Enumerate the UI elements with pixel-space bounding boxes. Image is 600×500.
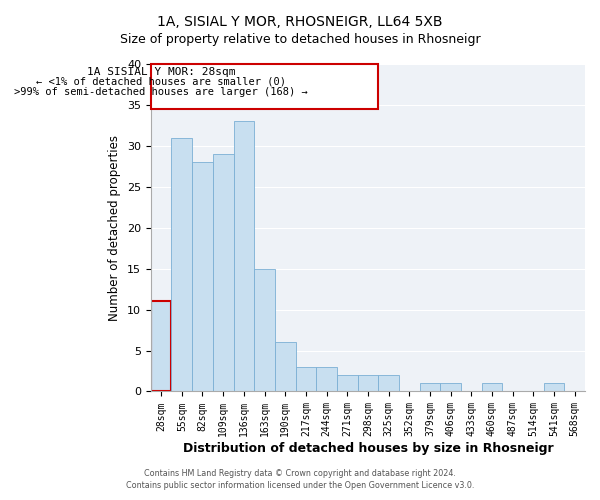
- Bar: [233, 122, 254, 392]
- Bar: [544, 384, 565, 392]
- Bar: [419, 384, 440, 392]
- X-axis label: Distribution of detached houses by size in Rhosneigr: Distribution of detached houses by size …: [182, 442, 553, 455]
- Text: 1A SISIAL Y MOR: 28sqm: 1A SISIAL Y MOR: 28sqm: [87, 68, 235, 78]
- Bar: [296, 367, 316, 392]
- Bar: [482, 384, 502, 392]
- Text: 1A, SISIAL Y MOR, RHOSNEIGR, LL64 5XB: 1A, SISIAL Y MOR, RHOSNEIGR, LL64 5XB: [157, 15, 443, 29]
- Bar: [337, 375, 358, 392]
- Bar: [192, 162, 213, 392]
- Bar: [172, 138, 192, 392]
- Bar: [151, 64, 378, 109]
- Bar: [440, 384, 461, 392]
- Bar: [316, 367, 337, 392]
- Y-axis label: Number of detached properties: Number of detached properties: [109, 134, 121, 320]
- Bar: [151, 302, 172, 392]
- Text: >99% of semi-detached houses are larger (168) →: >99% of semi-detached houses are larger …: [14, 87, 308, 97]
- Text: ← <1% of detached houses are smaller (0): ← <1% of detached houses are smaller (0): [36, 76, 286, 86]
- Bar: [213, 154, 233, 392]
- Bar: [275, 342, 296, 392]
- Bar: [358, 375, 378, 392]
- Text: Contains HM Land Registry data © Crown copyright and database right 2024.
Contai: Contains HM Land Registry data © Crown c…: [126, 468, 474, 490]
- Text: Size of property relative to detached houses in Rhosneigr: Size of property relative to detached ho…: [119, 32, 481, 46]
- Bar: [378, 375, 399, 392]
- Bar: [254, 268, 275, 392]
